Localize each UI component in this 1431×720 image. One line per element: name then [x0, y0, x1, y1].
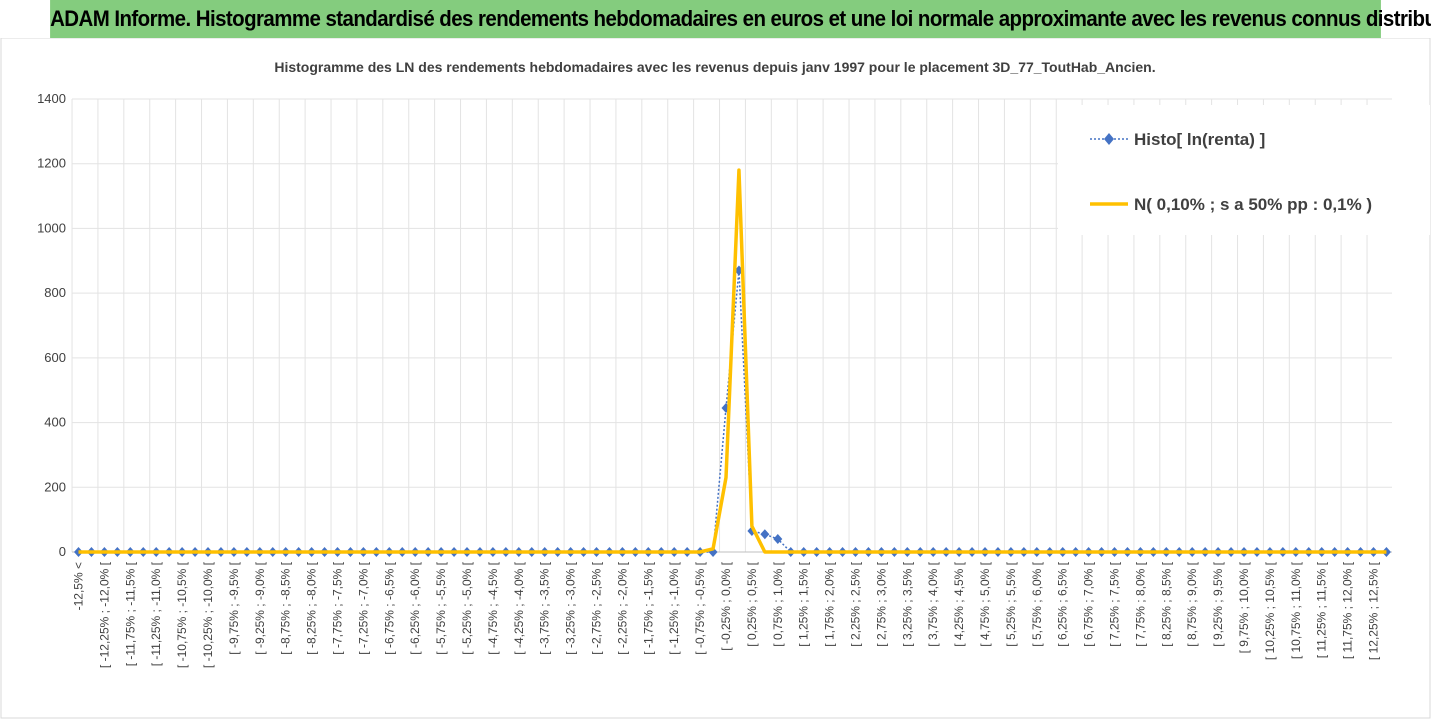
x-tick-label: [ -1,75% ; -1,5% [ [641, 561, 655, 654]
y-tick-label: 1400 [37, 91, 66, 106]
x-tick-label: [ 5,25% ; 5,5% [ [1004, 561, 1018, 646]
x-tick-label: [ -0,25% ; 0,0% [ [719, 561, 733, 650]
x-tick-label: [ -7,75% ; -7,5% [ [331, 561, 345, 654]
chart-title: Histogramme des LN des rendements hebdom… [274, 59, 1155, 75]
x-tick-label: [ -7,25% ; -7,0% [ [356, 561, 370, 654]
x-tick-label: [ 1,75% ; 2,0% [ [823, 561, 837, 646]
x-tick-label: [ -12,25% ; -12,0% [ [97, 561, 111, 668]
x-tick-label: [ -8,75% ; -8,5% [ [279, 561, 293, 654]
x-tick-label: [ -9,25% ; -9,0% [ [253, 561, 267, 654]
x-tick-label: [ -3,25% ; -3,0% [ [564, 561, 578, 654]
y-tick-label: 1200 [37, 156, 66, 171]
x-tick-label: [ -11,75% ; -11,5% [ [123, 561, 137, 666]
x-tick-label: [ -2,25% ; -2,0% [ [615, 561, 629, 654]
x-tick-label: [ 6,25% ; 6,5% [ [1056, 561, 1070, 646]
x-tick-label: [ -0,75% ; -0,5% [ [693, 561, 707, 654]
x-tick-label: [ -5,75% ; -5,5% [ [434, 561, 448, 654]
x-tick-label: [ 3,75% ; 4,0% [ [926, 561, 940, 646]
y-tick-label: 800 [44, 285, 66, 300]
legend-label: Histo[ ln(renta) ] [1134, 130, 1265, 149]
x-tick-label: [ 7,75% ; 8,0% [ [1133, 561, 1147, 646]
x-tick-label: [ 2,25% ; 2,5% [ [849, 561, 863, 646]
chart: Histogramme des LN des rendements hebdom… [0, 38, 1431, 719]
x-tick-label: [ 1,25% ; 1,5% [ [797, 561, 811, 646]
y-tick-label: 200 [44, 479, 66, 494]
x-tick-label: [ -1,25% ; -1,0% [ [667, 561, 681, 654]
x-tick-label: [ -11,25% ; -11,0% [ [149, 561, 163, 666]
x-tick-label: [ 11,75% ; 12,0% [ [1341, 561, 1355, 659]
x-tick-label: [ 3,25% ; 3,5% [ [900, 561, 914, 646]
x-tick-label: [ 0,75% ; 1,0% [ [771, 561, 785, 646]
x-tick-label: [ 5,75% ; 6,0% [ [1030, 561, 1044, 646]
x-tick-label: [ 8,75% ; 9,0% [ [1185, 561, 1199, 646]
x-tick-label: [ 4,25% ; 4,5% [ [952, 561, 966, 646]
x-tick-label: [ 6,75% ; 7,0% [ [1082, 561, 1096, 646]
x-tick-label: [ -5,25% ; -5,0% [ [460, 561, 474, 654]
header-title: ADAM Informe. Histogramme standardisé de… [50, 0, 1431, 38]
x-tick-label: [ 12,25% ; 12,5% [ [1367, 561, 1381, 660]
x-tick-label: [ 10,75% ; 11,0% [ [1289, 561, 1303, 659]
x-tick-label: [ 2,75% ; 3,0% [ [874, 561, 888, 646]
x-tick-label: -12,5% < [72, 562, 86, 610]
x-tick-label: [ 9,75% ; 10,0% [ [1237, 561, 1251, 653]
legend-marker [1104, 133, 1114, 145]
x-tick-label: [ 11,25% ; 11,5% [ [1315, 561, 1329, 658]
x-tick-label: [ 7,25% ; 7,5% [ [1108, 561, 1122, 646]
x-tick-label: [ 0,25% ; 0,5% [ [745, 561, 759, 646]
x-tick-label: [ -6,75% ; -6,5% [ [382, 561, 396, 654]
x-tick-label: [ -6,25% ; -6,0% [ [408, 561, 422, 654]
x-tick-label: [ -4,25% ; -4,0% [ [512, 561, 526, 654]
legend-label: N( 0,10% ; s a 50% pp : 0,1% ) [1134, 195, 1372, 214]
x-tick-label: [ -9,75% ; -9,5% [ [227, 561, 241, 654]
x-tick-label: [ -3,75% ; -3,5% [ [538, 561, 552, 654]
y-tick-label: 400 [44, 415, 66, 430]
x-tick-label: [ 9,25% ; 9,5% [ [1211, 561, 1225, 646]
x-tick-label: [ 10,25% ; 10,5% [ [1263, 561, 1277, 660]
y-tick-label: 600 [44, 350, 66, 365]
chart-border [0, 38, 1431, 719]
x-tick-label: [ -8,25% ; -8,0% [ [305, 561, 319, 654]
legend-box [1058, 105, 1430, 235]
data-point [773, 534, 783, 545]
y-tick-label: 1000 [37, 220, 66, 235]
x-tick-label: [ -10,25% ; -10,0% [ [201, 561, 215, 668]
x-tick-label: [ -2,75% ; -2,5% [ [590, 561, 604, 654]
x-tick-label: [ -4,75% ; -4,5% [ [486, 561, 500, 654]
data-point [760, 529, 770, 540]
y-tick-label: 0 [59, 544, 66, 559]
series-line [78, 168, 1387, 554]
x-tick-label: [ 4,75% ; 5,0% [ [978, 561, 992, 646]
x-tick-label: [ 8,25% ; 8,5% [ [1159, 561, 1173, 646]
x-tick-label: [ -10,75% ; -10,5% [ [175, 561, 189, 668]
